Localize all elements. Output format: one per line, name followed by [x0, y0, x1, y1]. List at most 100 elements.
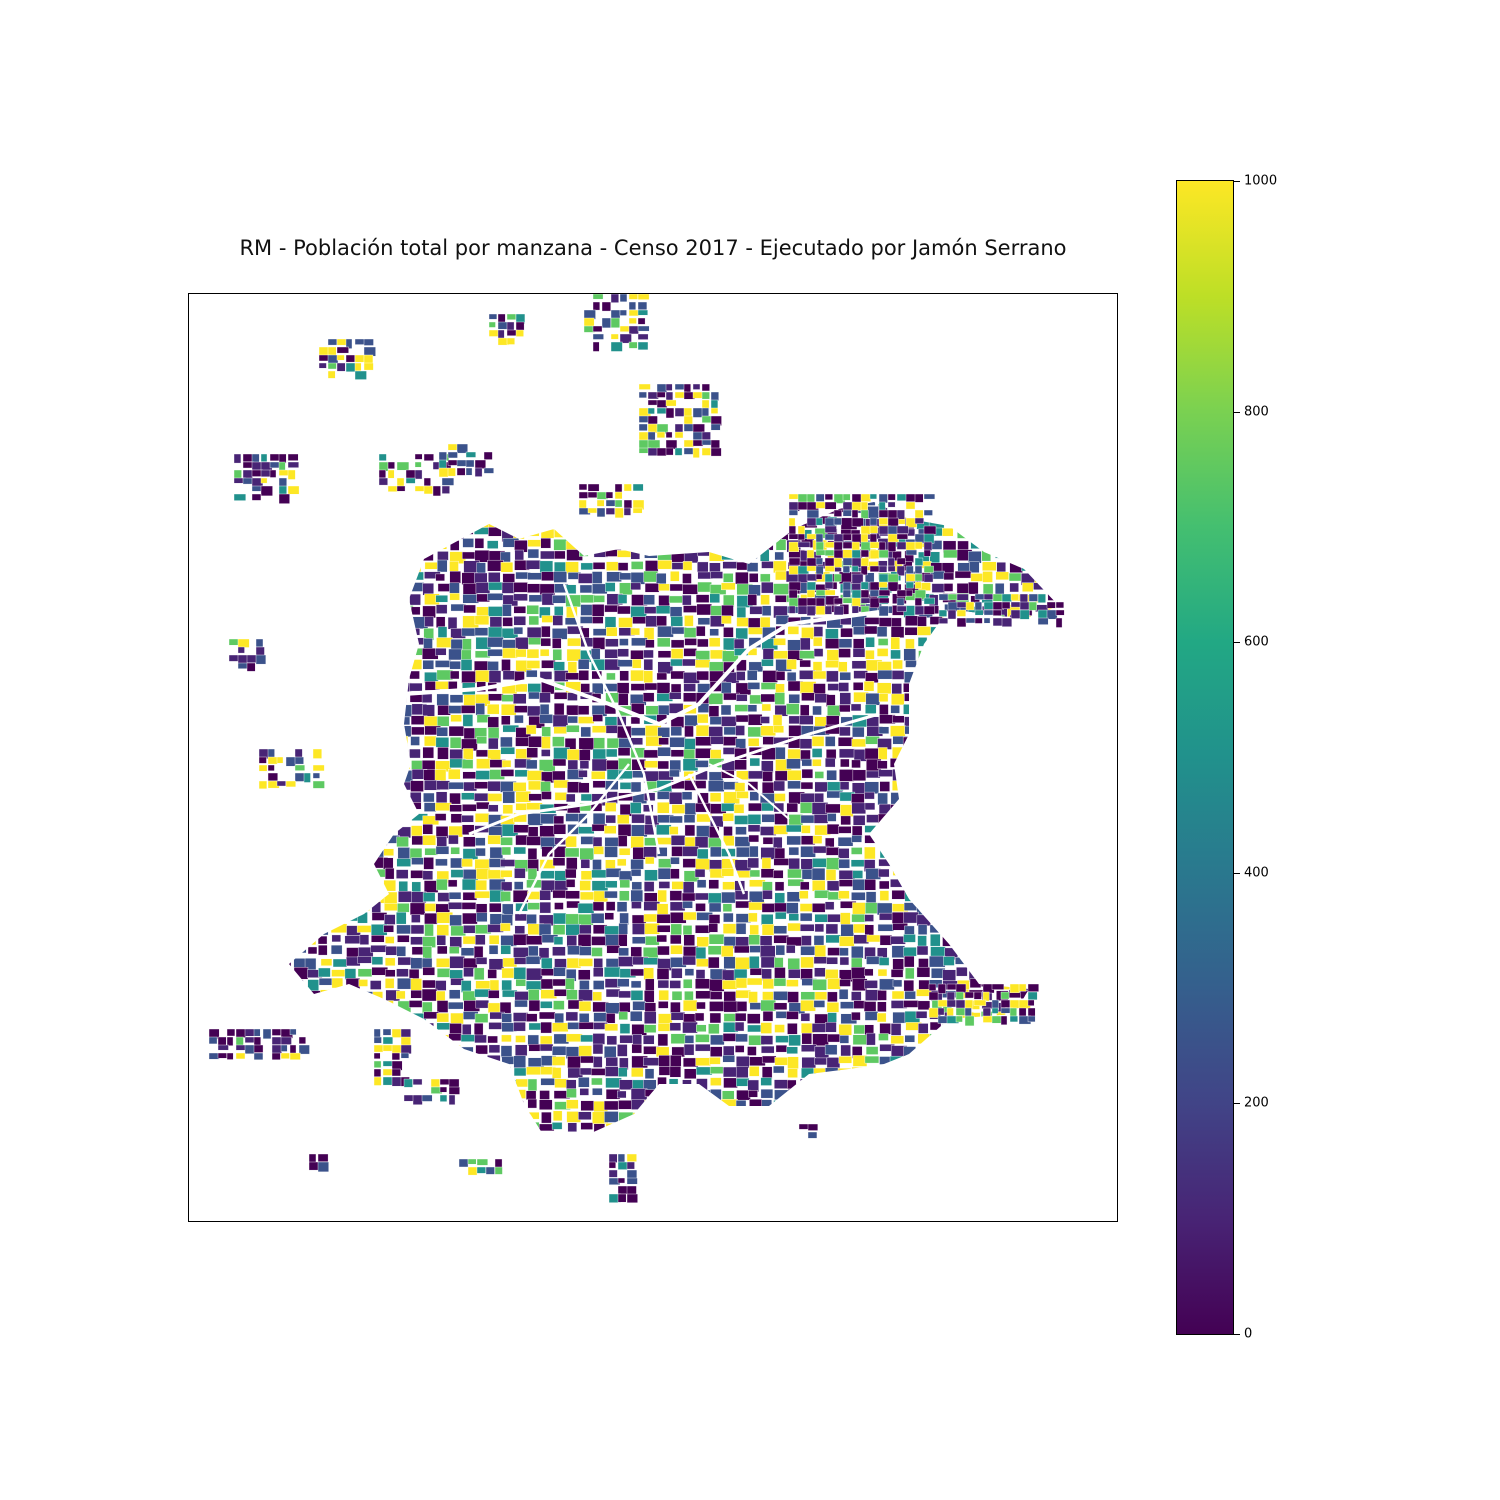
census-block: [551, 1067, 562, 1079]
census-block: [917, 703, 928, 713]
census-block: [1008, 869, 1024, 878]
census-block: [378, 469, 386, 479]
census-block: [657, 650, 672, 658]
census-block: [513, 881, 524, 890]
census-block: [372, 1121, 384, 1131]
census-block: [294, 935, 308, 948]
census-block: [775, 683, 785, 694]
census-block: [372, 1101, 389, 1113]
census-block: [981, 923, 998, 934]
census-block: [1033, 505, 1047, 517]
census-block: [747, 538, 758, 551]
census-block: [656, 447, 667, 457]
census-block: [476, 1100, 490, 1112]
census-block: [852, 648, 866, 658]
census-block: [333, 650, 346, 660]
census-block: [710, 1089, 722, 1102]
census-block: [943, 1066, 956, 1078]
census-block: [269, 469, 277, 478]
census-block: [408, 1000, 423, 1008]
census-block: [708, 1122, 721, 1136]
census-block: [331, 990, 348, 1003]
census-block: [400, 1044, 412, 1055]
census-block: [289, 793, 294, 801]
census-block: [372, 868, 386, 878]
census-block: [539, 505, 555, 518]
census-block: [358, 715, 374, 725]
census-block: [1033, 946, 1044, 955]
census-block: [448, 1033, 462, 1041]
census-block: [606, 561, 619, 571]
census-block: [1021, 791, 1035, 802]
census-block: [813, 935, 825, 946]
census-block: [981, 1057, 994, 1070]
census-block: [1020, 880, 1032, 888]
census-block: [968, 627, 984, 635]
census-block: [527, 1111, 540, 1120]
census-block: [833, 541, 843, 551]
census-block: [970, 1088, 985, 1099]
census-block: [293, 802, 306, 815]
census-block: [409, 748, 421, 759]
census-block: [923, 549, 931, 557]
census-block: [592, 901, 605, 912]
census-block: [1060, 869, 1071, 876]
census-block: [736, 1123, 747, 1135]
census-block: [944, 837, 961, 850]
census-block: [1047, 627, 1057, 636]
census-block: [1047, 516, 1059, 529]
census-block: [697, 713, 709, 724]
census-block: [345, 549, 363, 559]
census-block: [878, 1111, 894, 1123]
census-block: [723, 826, 733, 837]
census-block: [462, 551, 477, 560]
census-block: [1018, 1007, 1027, 1017]
census-block: [930, 933, 941, 947]
census-block: [788, 525, 796, 535]
census-block: [969, 1035, 984, 1044]
census-block: [697, 617, 711, 626]
census-block: [422, 892, 436, 902]
census-block: [1048, 639, 1059, 648]
census-block: [826, 1122, 836, 1134]
census-block: [838, 1024, 852, 1036]
census-block: [487, 1055, 501, 1063]
census-block: [344, 935, 362, 944]
census-block: [682, 955, 696, 966]
census-block: [838, 870, 856, 880]
census-block: [801, 768, 814, 779]
census-block: [354, 370, 367, 380]
census-block: [630, 582, 641, 591]
census-block: [674, 447, 683, 456]
census-block: [644, 1068, 655, 1079]
census-block: [436, 716, 450, 727]
census-block: [815, 549, 826, 556]
census-block: [996, 527, 1010, 537]
census-block: [773, 528, 789, 541]
census-block: [774, 1111, 787, 1120]
census-block: [409, 1044, 426, 1054]
census-block: [760, 1022, 772, 1034]
census-block: [954, 1111, 970, 1122]
census-block: [605, 748, 618, 758]
census-block: [695, 978, 712, 989]
census-block: [513, 616, 526, 626]
census-block: [864, 1100, 876, 1108]
census-block: [1020, 1121, 1031, 1129]
census-block: [289, 1052, 301, 1060]
census-block: [1006, 956, 1023, 968]
census-block: [864, 879, 876, 891]
census-block: [293, 1002, 309, 1014]
census-block: [465, 467, 473, 476]
census-block: [332, 958, 348, 968]
census-block: [657, 889, 667, 903]
census-block: [359, 682, 374, 693]
census-block: [623, 499, 633, 509]
census-block: [1037, 593, 1046, 603]
census-block: [748, 584, 761, 596]
census-block: [608, 1153, 618, 1163]
census-block: [383, 771, 399, 783]
census-block: [610, 341, 623, 352]
census-block: [305, 847, 319, 859]
census-block: [930, 769, 942, 779]
